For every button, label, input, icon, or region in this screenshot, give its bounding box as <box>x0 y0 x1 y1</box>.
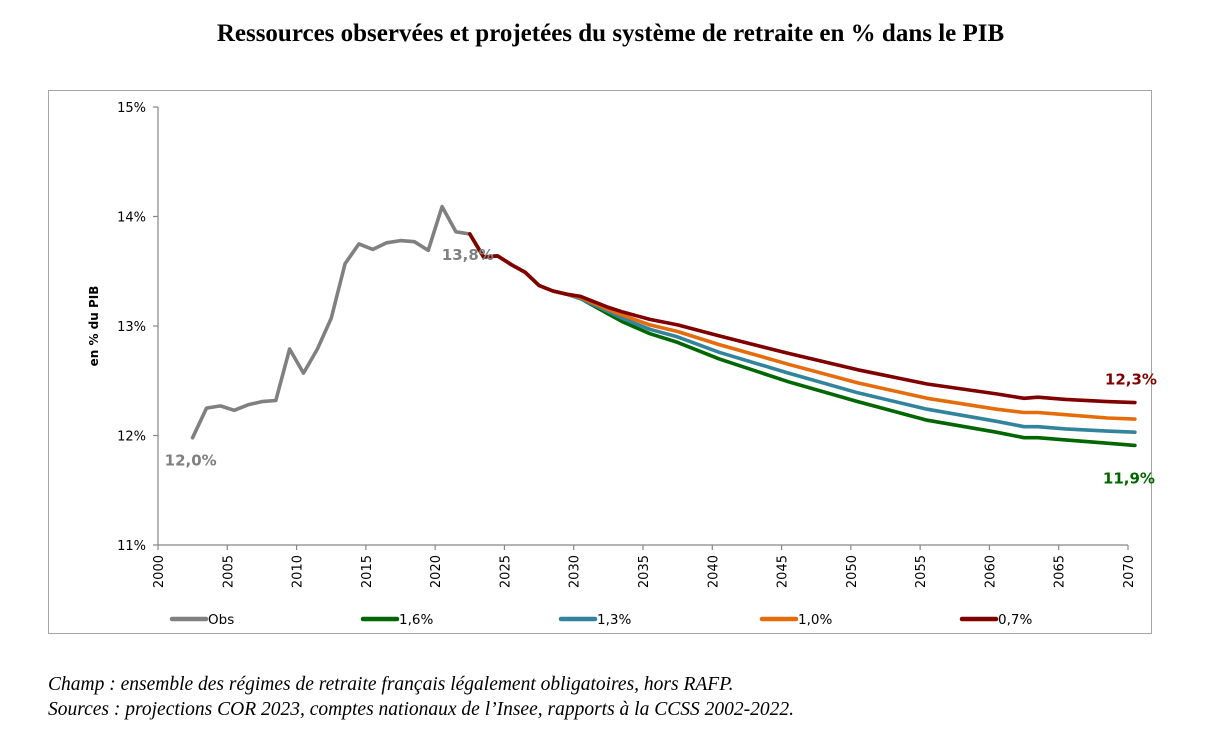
x-tick-label: 2070 <box>1122 555 1137 588</box>
y-tick-label: 11% <box>117 539 146 554</box>
x-tick-label: 2005 <box>221 555 236 588</box>
data-label: 12,3% <box>1105 371 1157 389</box>
data-label: 13,8% <box>442 246 494 264</box>
legend-item: 1,0% <box>759 612 832 628</box>
x-tick-label: 2025 <box>498 555 513 588</box>
legend-label: 0,7% <box>998 612 1032 628</box>
x-tick-label: 2030 <box>568 555 583 588</box>
chart-notes: Champ : ensemble des régimes de retraite… <box>48 672 794 722</box>
chart-title: Ressources observées et projetées du sys… <box>216 20 1005 47</box>
chart-frame <box>48 90 1152 634</box>
x-tick-label: 2020 <box>429 555 444 588</box>
y-tick-label: 12% <box>117 430 146 445</box>
note-sources: Sources : projections COR 2023, comptes … <box>48 699 794 720</box>
series-line-Obs <box>190 204 472 440</box>
series-line-1,0% <box>467 232 1137 421</box>
x-tick-label: 2065 <box>1053 555 1068 588</box>
y-tick-label: 15% <box>117 101 146 116</box>
legend-item: 0,7% <box>959 612 1032 628</box>
y-tick-label: 14% <box>117 211 146 226</box>
x-tick-label: 2055 <box>914 555 929 588</box>
legend-label: 1,6% <box>399 612 433 628</box>
note-champ: Champ : ensemble des régimes de retraite… <box>48 674 734 695</box>
data-label: 12,0% <box>165 452 217 470</box>
x-tick-label: 2060 <box>983 555 998 588</box>
x-tick-label: 2035 <box>637 555 652 588</box>
x-tick-label: 2015 <box>360 555 375 588</box>
y-axis-label: en % du PIB <box>87 286 101 367</box>
legend-label: 1,3% <box>597 612 631 628</box>
y-tick-label: 13% <box>117 320 146 335</box>
legend-label: Obs <box>208 612 234 628</box>
x-tick-label: 2045 <box>776 555 791 588</box>
x-tick-label: 2000 <box>152 555 167 588</box>
legend-item: 1,3% <box>558 612 631 628</box>
legend-item: 1,6% <box>360 612 433 628</box>
data-label: 11,9% <box>1103 469 1155 487</box>
x-tick-label: 2050 <box>845 555 860 588</box>
x-tick-label: 2040 <box>706 555 721 588</box>
series-line-1,3% <box>467 232 1137 435</box>
legend-label: 1,0% <box>798 612 832 628</box>
x-tick-label: 2010 <box>291 555 306 588</box>
series-line-0,7% <box>467 232 1137 405</box>
legend-item: Obs <box>169 612 234 628</box>
